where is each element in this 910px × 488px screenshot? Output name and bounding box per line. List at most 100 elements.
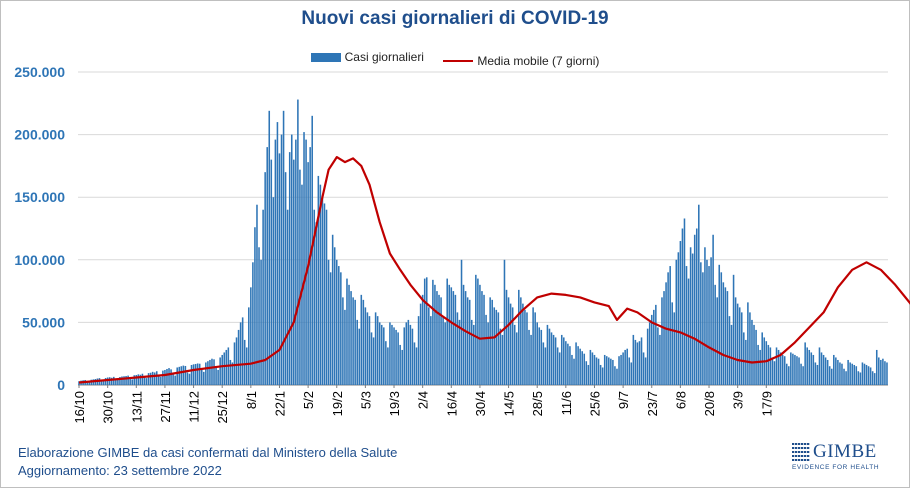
bar — [522, 303, 524, 385]
bar — [589, 349, 592, 385]
bar — [135, 374, 138, 385]
bar — [129, 378, 131, 385]
bar — [810, 352, 813, 385]
bar — [450, 287, 453, 385]
gimbe-logo-tagline: EVIDENCE FOR HEALTH — [792, 464, 880, 471]
gimbe-logo: GIMBE EVIDENCE FOR HEALTH — [792, 441, 888, 475]
bar — [534, 312, 536, 385]
bar — [650, 314, 653, 385]
legend-bar-swatch — [310, 52, 341, 62]
bar — [679, 241, 682, 385]
bar — [133, 375, 136, 385]
bar — [579, 348, 581, 385]
bar — [448, 284, 451, 385]
bar — [530, 334, 532, 385]
bar — [783, 356, 786, 385]
bar — [591, 352, 594, 385]
bar — [178, 366, 181, 385]
bar — [274, 139, 277, 385]
bar — [599, 364, 602, 385]
bar — [462, 284, 465, 385]
bar — [380, 324, 383, 385]
bar — [78, 381, 80, 385]
bar — [757, 344, 759, 385]
bar — [820, 352, 823, 385]
bar — [595, 357, 598, 385]
bar — [239, 322, 242, 385]
bar — [681, 228, 684, 385]
bar — [808, 349, 811, 385]
bar — [182, 365, 185, 385]
bar — [505, 289, 508, 385]
bar — [867, 366, 870, 385]
bar — [886, 362, 888, 385]
bar — [131, 379, 133, 385]
bar — [160, 376, 162, 385]
bar — [225, 349, 228, 385]
bar — [751, 319, 753, 385]
bar — [172, 374, 174, 385]
bar — [683, 218, 686, 385]
bar — [497, 312, 500, 385]
y-tick-label: 50.000 — [22, 314, 65, 330]
bar — [532, 307, 534, 385]
bar — [143, 377, 146, 385]
bar — [620, 354, 622, 385]
bar — [284, 172, 287, 385]
bar — [556, 347, 559, 385]
bar — [865, 364, 868, 385]
bar — [86, 380, 88, 385]
bar — [581, 351, 583, 385]
bar — [295, 139, 297, 385]
bar — [219, 357, 221, 385]
bar — [456, 312, 459, 385]
bar — [203, 371, 205, 385]
bar — [335, 259, 338, 385]
bar — [231, 362, 234, 385]
bar — [689, 247, 692, 385]
bar — [546, 324, 549, 385]
bar — [344, 309, 346, 385]
bar — [319, 184, 322, 385]
bar — [526, 312, 528, 385]
bar — [565, 341, 567, 385]
bar — [509, 303, 512, 385]
bar — [835, 357, 837, 385]
bar — [616, 368, 618, 385]
bar — [673, 312, 676, 385]
x-tick-label: 25/6 — [587, 391, 602, 416]
bar — [419, 303, 422, 385]
bar — [685, 266, 688, 385]
x-tick-label: 25/12 — [215, 391, 230, 424]
bar — [528, 329, 530, 385]
bar — [507, 297, 510, 385]
bar — [454, 294, 457, 385]
legend-item-line: Media mobile (7 giorni) — [443, 54, 599, 68]
bar — [170, 369, 172, 385]
x-tick-label: 27/11 — [158, 391, 173, 423]
bar — [806, 347, 808, 385]
bar — [307, 162, 309, 385]
legend-item-bars: Casi giornalieri — [310, 50, 424, 64]
bar — [321, 197, 324, 385]
bar — [421, 294, 424, 385]
bar — [614, 366, 616, 385]
bar — [640, 337, 643, 385]
bar — [871, 371, 874, 385]
bar — [708, 266, 710, 385]
bar — [430, 316, 432, 385]
bar — [828, 366, 831, 385]
bar — [190, 364, 193, 385]
bar — [438, 294, 440, 385]
x-tick-label: 16/4 — [444, 391, 459, 416]
bar — [147, 373, 150, 385]
bar — [479, 284, 481, 385]
bar — [857, 371, 860, 385]
bar — [364, 307, 367, 385]
bar — [233, 342, 236, 385]
bar — [493, 307, 496, 385]
bar — [853, 364, 856, 385]
bar — [583, 353, 586, 385]
bar — [250, 287, 252, 385]
bar — [515, 332, 518, 385]
